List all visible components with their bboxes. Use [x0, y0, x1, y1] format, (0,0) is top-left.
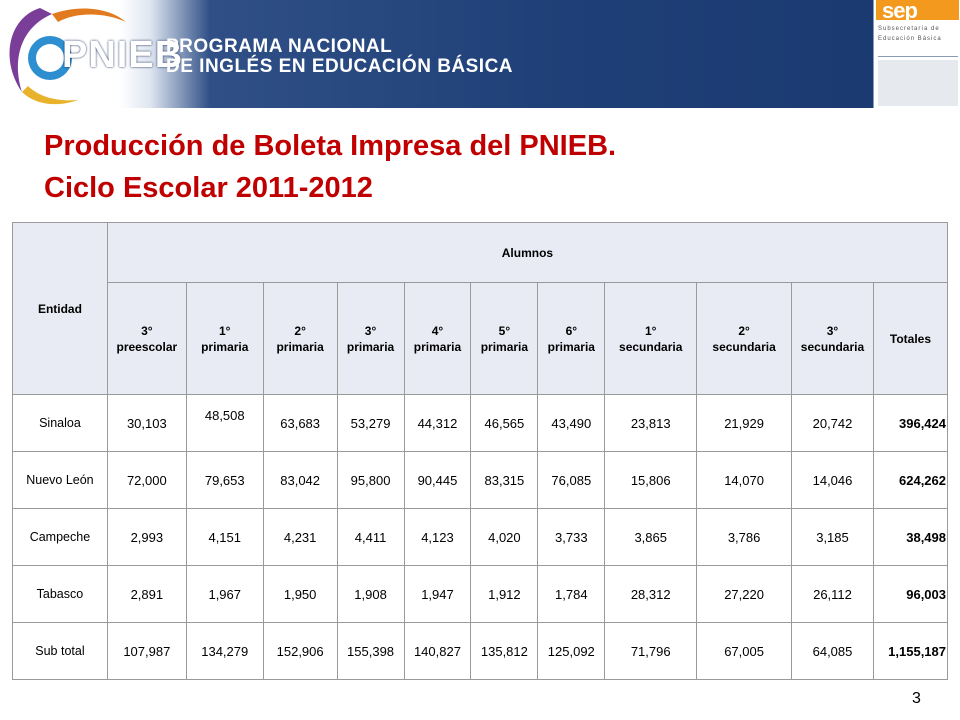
- value-cell: 20,742: [791, 394, 874, 452]
- entidad-header: Entidad: [12, 222, 108, 395]
- column-header: 3° preescolar: [106, 282, 187, 395]
- value-cell: 83,042: [262, 451, 338, 509]
- page-title-line1: Producción de Boleta Impresa del PNIEB.: [44, 130, 617, 162]
- value-cell: 67,005: [696, 622, 793, 680]
- pnieb-logo-text: PNIEB: [62, 34, 184, 76]
- column-header: 2° secundaria: [696, 282, 793, 395]
- value-cell: 48,508: [185, 394, 264, 452]
- value-cell: 43,490: [537, 394, 606, 452]
- total-cell: 624,262: [872, 451, 949, 509]
- value-cell: 1,912: [470, 565, 539, 623]
- column-header: 1° secundaria: [604, 282, 698, 395]
- value-cell: 76,085: [537, 451, 606, 509]
- column-header: 3° secundaria: [791, 282, 874, 395]
- value-cell: 3,865: [604, 508, 698, 566]
- value-cell: 125,092: [537, 622, 606, 680]
- pnieb-swoosh-icon: [9, 8, 126, 105]
- value-cell: 1,950: [262, 565, 338, 623]
- column-header: 1° primaria: [185, 282, 264, 395]
- value-cell: 1,784: [537, 565, 606, 623]
- entidad-cell: Campeche: [12, 508, 108, 566]
- totales-header: Totales: [872, 282, 949, 395]
- value-cell: 71,796: [604, 622, 698, 680]
- entidad-cell: Sub total: [12, 622, 108, 680]
- value-cell: 2,891: [106, 565, 187, 623]
- value-cell: 27,220: [696, 565, 793, 623]
- sep-logo-text: sep: [882, 0, 918, 23]
- sep-divider: [878, 56, 958, 57]
- value-text: 48,508: [204, 407, 245, 423]
- page-title-line2: Ciclo Escolar 2011-2012: [44, 172, 373, 204]
- table-row: Campeche 2,993 4,151 4,231 4,411 4,123 4…: [12, 508, 949, 566]
- subtotal-row: Sub total 107,987 134,279 152,906 155,39…: [12, 622, 949, 680]
- value-cell: 95,800: [336, 451, 405, 509]
- sep-logo-block: sep Subsecretaría de Educación Básica: [873, 0, 960, 108]
- value-cell: 72,000: [106, 451, 187, 509]
- total-cell: 396,424: [872, 394, 949, 452]
- sep-subtitle-line2: Educación Básica: [878, 36, 942, 42]
- total-cell: 1,155,187: [872, 622, 949, 680]
- entidad-cell: Tabasco: [12, 565, 108, 623]
- value-cell: 63,683: [262, 394, 338, 452]
- value-cell: 135,812: [470, 622, 539, 680]
- value-cell: 44,312: [403, 394, 472, 452]
- value-cell: 14,070: [696, 451, 793, 509]
- value-cell: 4,123: [403, 508, 472, 566]
- value-cell: 90,445: [403, 451, 472, 509]
- table-row: Sinaloa 30,103 48,508 63,683 53,279 44,3…: [12, 394, 949, 452]
- sep-subtitle-line1: Subsecretaría de: [878, 26, 940, 32]
- alumnos-group-header: Alumnos: [106, 222, 949, 283]
- value-cell: 3,786: [696, 508, 793, 566]
- total-cell: 38,498: [872, 508, 949, 566]
- page-number: 3: [912, 690, 921, 707]
- entidad-cell: Sinaloa: [12, 394, 108, 452]
- value-cell: 140,827: [403, 622, 472, 680]
- value-cell: 4,231: [262, 508, 338, 566]
- value-cell: 64,085: [791, 622, 874, 680]
- value-cell: 21,929: [696, 394, 793, 452]
- value-cell: 83,315: [470, 451, 539, 509]
- column-header: 3° primaria: [336, 282, 405, 395]
- value-cell: 2,993: [106, 508, 187, 566]
- value-cell: 1,967: [185, 565, 264, 623]
- value-cell: 79,653: [185, 451, 264, 509]
- value-cell: 4,411: [336, 508, 405, 566]
- value-cell: 152,906: [262, 622, 338, 680]
- value-cell: 3,185: [791, 508, 874, 566]
- column-header: 2° primaria: [262, 282, 338, 395]
- value-cell: 14,046: [791, 451, 874, 509]
- sep-decoration: [878, 60, 958, 106]
- column-header: 5° primaria: [470, 282, 539, 395]
- value-cell: 15,806: [604, 451, 698, 509]
- value-cell: 134,279: [185, 622, 264, 680]
- entidad-cell: Nuevo León: [12, 451, 108, 509]
- total-cell: 96,003: [872, 565, 949, 623]
- value-cell: 53,279: [336, 394, 405, 452]
- program-name-line1: PROGRAMA NACIONAL: [166, 36, 393, 57]
- value-cell: 155,398: [336, 622, 405, 680]
- column-header: 4° primaria: [403, 282, 472, 395]
- sep-logo: sep: [876, 0, 959, 23]
- value-cell: 1,908: [336, 565, 405, 623]
- value-cell: 46,565: [470, 394, 539, 452]
- value-cell: 28,312: [604, 565, 698, 623]
- value-cell: 26,112: [791, 565, 874, 623]
- value-cell: 1,947: [403, 565, 472, 623]
- program-name-line2: DE INGLÉS EN EDUCACIÓN BÁSICA: [166, 56, 514, 77]
- column-header: 6° primaria: [537, 282, 606, 395]
- production-table: Entidad Alumnos 3° preescolar 1° primaria …: [12, 222, 949, 680]
- value-cell: 3,733: [537, 508, 606, 566]
- header-banner: PNIEB PROGRAMA NACIONAL DE INGLÉS EN EDU…: [0, 0, 960, 108]
- value-cell: 23,813: [604, 394, 698, 452]
- value-cell: 30,103: [106, 394, 187, 452]
- table-row: Tabasco 2,891 1,967 1,950 1,908 1,947 1,…: [12, 565, 949, 623]
- value-cell: 4,020: [470, 508, 539, 566]
- table-row: Nuevo León 72,000 79,653 83,042 95,800 9…: [12, 451, 949, 509]
- value-cell: 4,151: [185, 508, 264, 566]
- value-cell: 107,987: [106, 622, 187, 680]
